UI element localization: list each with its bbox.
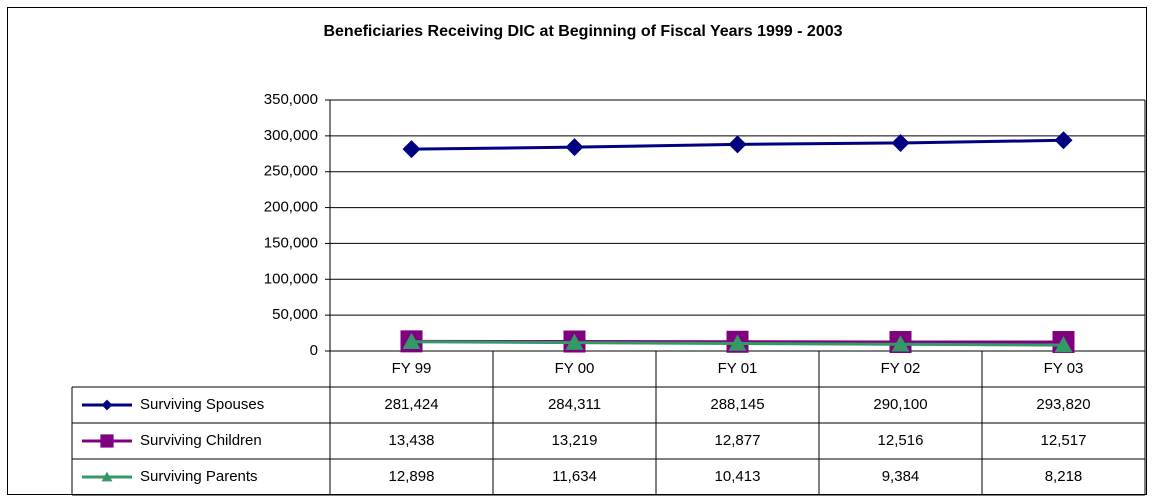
table-value: 8,218 xyxy=(1045,468,1083,485)
marker xyxy=(728,334,747,351)
y-tick-label: 350,000 xyxy=(264,91,318,108)
legend-label: Surviving Spouses xyxy=(140,396,264,413)
marker xyxy=(565,333,584,350)
marker xyxy=(1054,131,1073,150)
table-value: 13,219 xyxy=(552,432,598,449)
table-value: 12,516 xyxy=(878,432,924,449)
legend-label: Surviving Parents xyxy=(140,468,258,485)
y-tick-label: 100,000 xyxy=(264,270,318,287)
chart-title: Beneficiaries Receiving DIC at Beginning… xyxy=(323,23,842,40)
x-tick-label: FY 99 xyxy=(392,360,432,377)
marker xyxy=(402,140,421,159)
table-value: 13,438 xyxy=(389,432,435,449)
marker xyxy=(402,332,421,349)
marker xyxy=(1054,336,1073,353)
x-tick-label: FY 03 xyxy=(1044,360,1084,377)
table-value: 11,634 xyxy=(552,468,597,485)
y-tick-label: 200,000 xyxy=(264,199,318,216)
table-value: 290,100 xyxy=(873,396,927,413)
table-value: 284,311 xyxy=(548,396,601,413)
table-value: 293,820 xyxy=(1036,396,1090,413)
table-value: 281,424 xyxy=(384,396,438,413)
table-value: 288,145 xyxy=(710,396,764,413)
y-tick-label: 50,000 xyxy=(272,306,318,323)
marker xyxy=(101,399,113,411)
table-value: 10,413 xyxy=(715,468,761,485)
legend-label: Surviving Children xyxy=(140,432,262,449)
x-tick-label: FY 00 xyxy=(555,360,595,377)
y-tick-label: 0 xyxy=(310,342,318,359)
marker xyxy=(101,471,113,482)
x-tick-label: FY 01 xyxy=(718,360,758,377)
y-tick-label: 150,000 xyxy=(264,234,318,251)
y-tick-label: 250,000 xyxy=(264,163,318,180)
table-value: 9,384 xyxy=(882,468,920,485)
marker xyxy=(891,133,910,152)
marker xyxy=(565,138,584,157)
table-value: 12,877 xyxy=(715,432,761,449)
table-value: 12,517 xyxy=(1041,432,1087,449)
marker xyxy=(891,335,910,352)
y-tick-label: 300,000 xyxy=(264,127,318,144)
marker xyxy=(100,434,114,448)
x-tick-label: FY 02 xyxy=(881,360,921,377)
marker xyxy=(728,135,747,154)
chart-border xyxy=(7,7,1147,495)
table-value: 12,898 xyxy=(389,468,435,485)
